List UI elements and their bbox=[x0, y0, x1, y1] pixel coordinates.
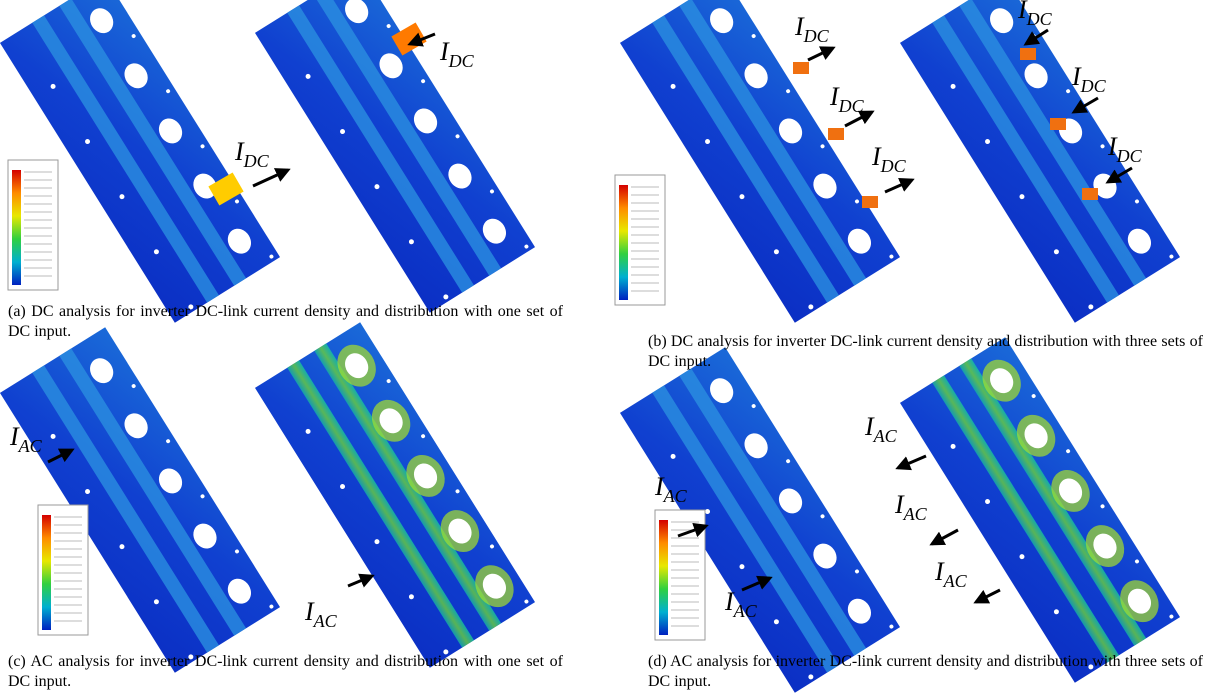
current-label: IDC bbox=[1107, 132, 1143, 166]
label-sub: AC bbox=[903, 504, 928, 524]
terminal bbox=[793, 62, 809, 74]
label-sub: AC bbox=[733, 601, 758, 621]
arrow bbox=[898, 456, 926, 468]
current-label: IDC bbox=[439, 37, 475, 71]
arrow bbox=[932, 530, 958, 544]
caption: (d) AC analysis for inverter DC-link cur… bbox=[648, 652, 1203, 692]
current-label: IDC bbox=[1071, 62, 1107, 96]
label-sub: DC bbox=[1026, 9, 1053, 29]
legend-scale bbox=[42, 515, 51, 630]
arrow bbox=[885, 180, 912, 192]
arrow bbox=[253, 170, 288, 186]
plate bbox=[255, 0, 535, 313]
current-label: IAC bbox=[864, 412, 898, 446]
label-sub: DC bbox=[448, 51, 475, 71]
label-sub: DC bbox=[803, 26, 830, 46]
current-label: IDC bbox=[234, 137, 270, 171]
legend-scale bbox=[659, 520, 668, 635]
label-sub: AC bbox=[943, 571, 968, 591]
label-sub: DC bbox=[243, 151, 270, 171]
label-sub: DC bbox=[1080, 76, 1107, 96]
label-sub: AC bbox=[313, 611, 338, 631]
current-label: IDC bbox=[871, 142, 907, 176]
arrow bbox=[976, 590, 1000, 602]
label-sub: AC bbox=[873, 426, 898, 446]
caption: (c) AC analysis for inverter DC-link cur… bbox=[8, 652, 563, 692]
terminal bbox=[1050, 118, 1066, 130]
terminal bbox=[1082, 188, 1098, 200]
current-label: IDC bbox=[829, 82, 865, 116]
current-label: IAC bbox=[934, 557, 968, 591]
label-sub: DC bbox=[1116, 146, 1143, 166]
caption: (a) DC analysis for inverter DC-link cur… bbox=[8, 302, 563, 342]
terminal bbox=[1020, 48, 1036, 60]
terminal bbox=[828, 128, 844, 140]
label-sub: DC bbox=[838, 96, 865, 116]
label-sub: AC bbox=[663, 486, 688, 506]
terminal bbox=[862, 196, 878, 208]
page: IDCIDCIDCIDCIDCIDCIDCIDCIACIACIACIACIACI… bbox=[0, 0, 1211, 694]
label-sub: DC bbox=[880, 156, 907, 176]
current-label: IAC bbox=[894, 490, 928, 524]
current-label: IAC bbox=[304, 597, 338, 631]
arrow bbox=[348, 576, 372, 586]
plate bbox=[255, 322, 535, 668]
legend-scale bbox=[619, 185, 628, 300]
label-sub: AC bbox=[18, 436, 43, 456]
caption: (b) DC analysis for inverter DC-link cur… bbox=[648, 332, 1203, 372]
arrow bbox=[808, 48, 833, 60]
plate bbox=[900, 337, 1180, 683]
legend-scale bbox=[12, 170, 21, 285]
current-label: IDC bbox=[794, 12, 830, 46]
